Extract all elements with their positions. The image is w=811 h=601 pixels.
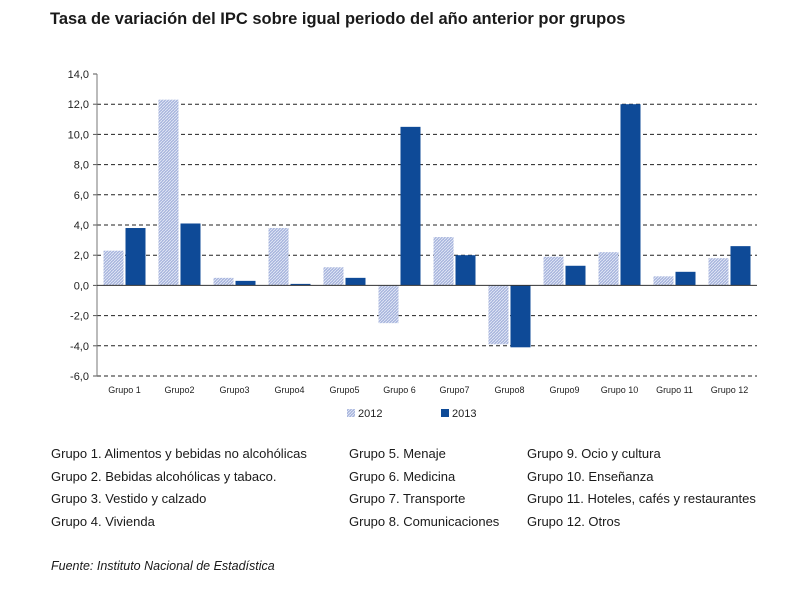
group-description: Grupo 2. Bebidas alcohólicas y tabaco. <box>51 468 277 484</box>
bar-2012-8 <box>488 285 509 345</box>
bar-2012-9 <box>543 256 564 286</box>
source-note: Fuente: Instituto Nacional de Estadístic… <box>51 559 275 573</box>
bar-2013-5 <box>345 277 366 286</box>
bar-2013-2 <box>180 223 201 286</box>
bar-2012-2 <box>158 99 179 286</box>
category-label: Grupo 10 <box>601 385 639 395</box>
bar-2012-4 <box>268 228 289 286</box>
y-tick-label: -4,0 <box>70 341 89 353</box>
category-label: Grupo8 <box>494 385 524 395</box>
group-description: Grupo 6. Medicina <box>349 468 456 484</box>
category-label: Grupo9 <box>549 385 579 395</box>
bar-2013-12 <box>730 246 751 286</box>
category-label: Grupo7 <box>439 385 469 395</box>
bar-2013-8 <box>510 285 531 348</box>
bar-2012-11 <box>653 276 674 286</box>
y-tick-label: -6,0 <box>70 371 89 383</box>
group-description: Grupo 4. Vivienda <box>51 513 155 529</box>
group-description: Grupo 3. Vestido y calzado <box>51 491 207 506</box>
group-description: Grupo 12. Otros <box>527 513 621 529</box>
group-description: Grupo 7. Transporte <box>349 491 466 506</box>
group-description: Grupo 8. Comunicaciones <box>349 513 500 529</box>
category-label: Grupo4 <box>274 385 304 395</box>
bar-2013-7 <box>455 255 476 286</box>
y-tick-label: 6,0 <box>74 190 89 202</box>
bar-2013-3 <box>235 280 256 286</box>
groups-column-2: Grupo 5. Menaje Grupo 6. Medicina Grupo … <box>349 446 499 536</box>
bar-2012-1 <box>103 250 124 286</box>
group-description: Grupo 9. Ocio y cultura <box>527 446 661 461</box>
bar-2013-1 <box>125 228 146 286</box>
y-tick-label: 0,0 <box>74 280 89 292</box>
bar-2012-6 <box>378 285 399 324</box>
category-label: Grupo 11 <box>656 385 693 395</box>
bar-2012-5 <box>323 267 344 286</box>
group-description: Grupo 10. Enseñanza <box>527 468 654 484</box>
group-description: Grupo 5. Menaje <box>349 446 446 461</box>
bar-2013-4 <box>290 283 311 286</box>
groups-column-1: Grupo 1. Alimentos y bebidas no alcohóli… <box>51 446 307 536</box>
bar-2012-7 <box>433 237 454 286</box>
bar-2012-3 <box>213 277 234 286</box>
y-tick-label: 10,0 <box>68 129 89 141</box>
groups-column-3: Grupo 9. Ocio y cultura Grupo 10. Enseña… <box>527 446 756 536</box>
bar-2013-6 <box>400 126 421 286</box>
bar-2013-10 <box>620 104 641 286</box>
bar-2012-10 <box>598 252 619 286</box>
legend-label-2013: 2013 <box>452 408 476 420</box>
y-tick-label: -2,0 <box>70 311 89 323</box>
y-tick-label: 2,0 <box>74 250 89 262</box>
y-tick-label: 14,0 <box>68 69 89 81</box>
bar-2012-12 <box>708 258 729 286</box>
group-description: Grupo 11. Hoteles, cafés y restaurantes <box>527 491 756 506</box>
y-tick-label: 4,0 <box>74 220 89 232</box>
legend-swatch-2013 <box>441 409 449 417</box>
legend-swatch-2012 <box>347 409 355 417</box>
y-tick-label: 12,0 <box>68 99 89 111</box>
bar-chart: 14,0 12,0 10,0 8,0 6,0 4,0 2,0 0,0 -2,0 -4,0 -6,0 G… <box>68 69 757 420</box>
bar-2013-11 <box>675 271 696 286</box>
group-description: Grupo 1. Alimentos y bebidas no alcohóli… <box>51 446 307 461</box>
y-tick-label: 8,0 <box>74 160 89 172</box>
category-label: Grupo 12 <box>711 385 749 395</box>
legend-label-2012: 2012 <box>358 408 382 420</box>
category-label: Grupo 1 <box>108 385 141 395</box>
category-label: Grupo5 <box>329 385 359 395</box>
chart-title: Tasa de variación del IPC sobre igual pe… <box>50 10 626 28</box>
category-label: Grupo 6 <box>383 385 416 395</box>
bar-2013-9 <box>565 265 586 286</box>
category-label: Grupo2 <box>164 385 194 395</box>
category-label: Grupo3 <box>219 385 249 395</box>
